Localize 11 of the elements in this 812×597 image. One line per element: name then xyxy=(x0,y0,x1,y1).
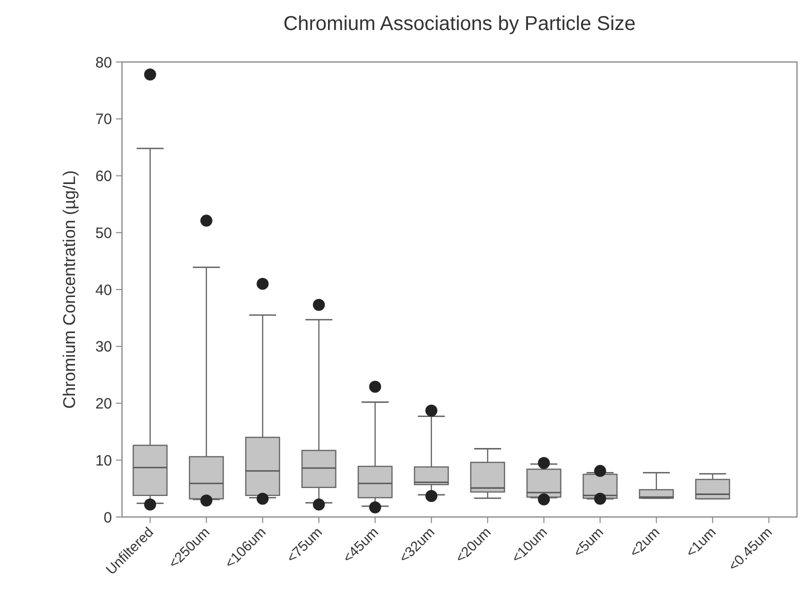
y-tick-label: 30 xyxy=(95,338,112,356)
y-tick-label: 60 xyxy=(95,168,112,185)
y-tick-label: 40 xyxy=(95,282,112,299)
y-tick-label: 10 xyxy=(95,452,112,470)
y-tick-label: 70 xyxy=(95,111,112,128)
y-axis-title: Chromium Concentration (µg/L) xyxy=(60,170,79,409)
y-tick-label: 50 xyxy=(95,224,112,242)
y-tick-label: 0 xyxy=(104,509,112,526)
y-tick-label: 80 xyxy=(95,54,112,72)
y-tick-label: 20 xyxy=(95,396,112,412)
chart-title: Chromium Associations by Particle Size xyxy=(283,13,636,35)
